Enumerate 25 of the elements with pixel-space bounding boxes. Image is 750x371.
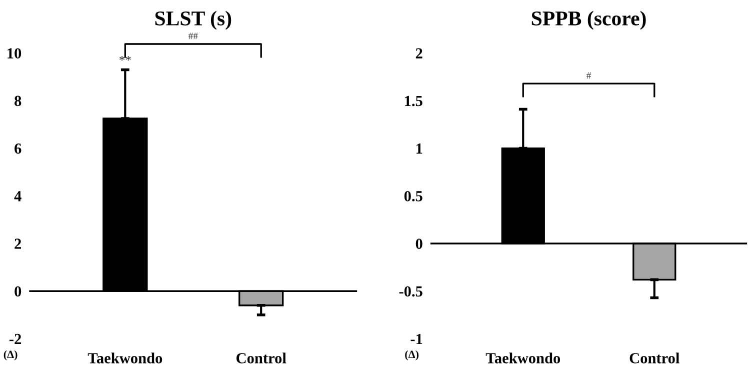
x-tick-label: Control [630,352,680,364]
x-tick-label: Taekwondo [88,352,162,364]
y-tick-label: 8 [14,96,22,106]
y-tick-label: 4 [14,191,22,202]
y-tick-label: 1.5 [405,96,422,106]
y-tick-label: -0.5 [399,286,422,297]
annotation: # [586,72,592,79]
x-tick-label: Taekwondo [486,352,560,364]
text: (Δ) [405,350,418,360]
y-tick-label: 10 [8,48,22,59]
y-tick-label: 0 [416,238,422,249]
y-tick-label: 6 [14,143,22,154]
y-tick-label: 0 [14,286,22,297]
x-tick-label: Control [236,352,286,364]
text: ## [188,32,198,40]
y-tick-label: 2 [14,238,22,249]
annotation: ** [120,56,131,61]
y-tick-label: -2 [10,334,22,344]
y-tick-label: 0.5 [404,191,422,202]
y-tick-label: 1 [416,143,422,154]
chart-title: SLST (s) [155,10,232,30]
text: (Δ) [4,350,18,360]
y-tick-label: -1 [410,334,422,344]
chart-title: SPPB (score) [532,10,646,30]
y-tick-label: 2 [416,48,422,58]
